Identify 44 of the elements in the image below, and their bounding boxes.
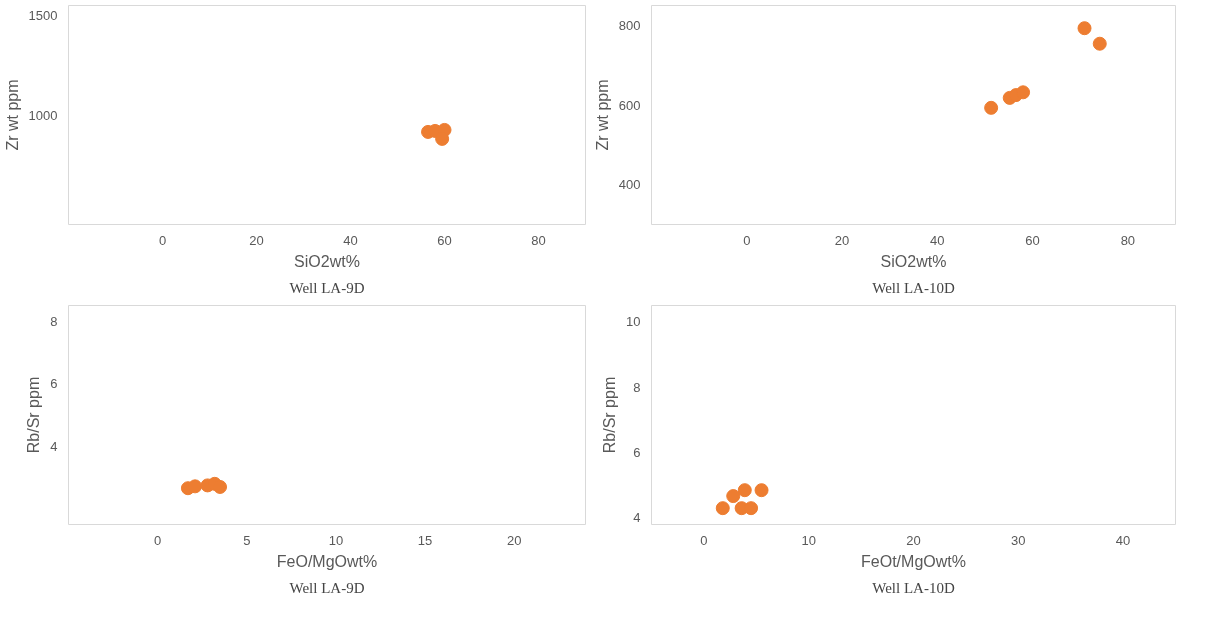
text: Well LA-9D bbox=[289, 579, 365, 596]
y-tick-label: 6 bbox=[50, 376, 58, 392]
text: Well LA-10D bbox=[872, 579, 955, 596]
y-tick-label: 8 bbox=[633, 379, 641, 395]
y-tick-label: 4 bbox=[633, 510, 641, 526]
y-tick-label: 600 bbox=[618, 97, 641, 113]
x-axis-title: SiO2wt% bbox=[294, 252, 360, 270]
y-tick-label: 10 bbox=[626, 314, 641, 330]
y-tick-label: 400 bbox=[618, 177, 641, 193]
x-axis-title: SiO2wt% bbox=[880, 252, 947, 270]
x-tick-label: 40 bbox=[930, 232, 945, 248]
x-tick-label: 5 bbox=[243, 532, 251, 548]
x-tick-label: 0 bbox=[700, 532, 708, 548]
x-tick-label: 60 bbox=[1025, 232, 1040, 248]
y-axis-title: Rb/Sr ppm bbox=[601, 376, 619, 454]
x-tick-label: 20 bbox=[249, 232, 264, 248]
x-tick-label: 20 bbox=[906, 532, 921, 548]
x-tick-label: 20 bbox=[506, 532, 522, 548]
y-axis-title: Rb/Sr ppm bbox=[25, 376, 43, 454]
y-tick-label: 4 bbox=[50, 438, 58, 454]
y-tick-label: 1000 bbox=[28, 107, 58, 123]
x-axis-title: FeOt/MgOwt% bbox=[861, 552, 966, 570]
x-tick-label: 60 bbox=[437, 232, 452, 248]
x-tick-label: 80 bbox=[531, 232, 546, 248]
x-tick-label: 20 bbox=[834, 232, 850, 248]
x-tick-label: 0 bbox=[154, 532, 162, 548]
y-tick-label: 6 bbox=[633, 445, 641, 461]
x-axis-title: FeO/MgOwt% bbox=[276, 552, 378, 570]
x-tick-label: 40 bbox=[1115, 532, 1131, 548]
x-tick-label: 10 bbox=[328, 532, 344, 548]
text: Well LA-10D bbox=[872, 279, 955, 296]
x-tick-label: 15 bbox=[417, 532, 433, 548]
y-axis-title: Zr wt ppm bbox=[3, 79, 21, 151]
y-tick-label: 800 bbox=[618, 17, 641, 33]
x-tick-label: 30 bbox=[1011, 532, 1026, 548]
x-tick-label: 80 bbox=[1120, 232, 1136, 248]
y-tick-label: 1500 bbox=[28, 7, 58, 23]
x-tick-label: 0 bbox=[743, 232, 751, 248]
y-tick-label: 8 bbox=[50, 313, 58, 329]
x-tick-label: 0 bbox=[158, 232, 167, 248]
text: Well LA-9D bbox=[289, 279, 365, 296]
y-axis-title: Zr wt ppm bbox=[593, 79, 611, 151]
x-tick-label: 40 bbox=[343, 232, 358, 248]
x-tick-label: 10 bbox=[801, 532, 816, 548]
